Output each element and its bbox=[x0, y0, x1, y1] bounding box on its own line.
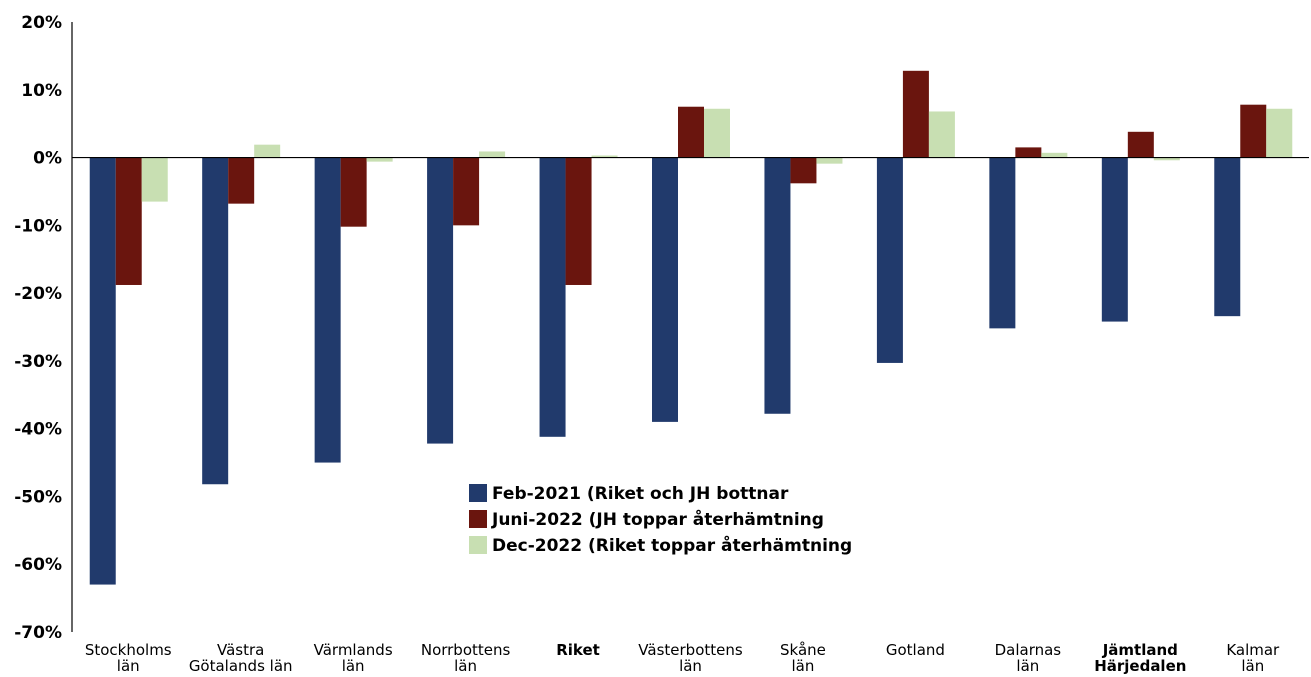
x-category-label: Skåne län bbox=[780, 641, 826, 675]
x-category-label: Stockholms län bbox=[85, 641, 172, 675]
x-category-label: Riket bbox=[556, 641, 600, 659]
x-category-label: Kalmar län bbox=[1226, 641, 1280, 675]
legend-label: Feb-2021 (Riket och JH bottnar bbox=[492, 484, 789, 504]
bar bbox=[764, 157, 791, 414]
bar bbox=[202, 157, 229, 485]
x-category-label: Gotland bbox=[886, 641, 945, 659]
bar bbox=[228, 157, 255, 204]
bar bbox=[115, 157, 142, 285]
y-tick-label: 0% bbox=[33, 149, 62, 169]
bar bbox=[1101, 157, 1128, 322]
bar bbox=[704, 108, 730, 158]
x-axis-labels: Stockholms län Västra Götalands län Värmland… bbox=[85, 641, 1280, 675]
bar bbox=[1214, 157, 1241, 317]
y-tick-label: -50% bbox=[14, 487, 62, 507]
x-category-label: Norrbottens län bbox=[421, 641, 511, 675]
y-tick-label: -10% bbox=[14, 216, 62, 236]
bars bbox=[89, 70, 1293, 585]
bar bbox=[254, 144, 281, 158]
bar bbox=[790, 157, 817, 184]
y-tick-label: -60% bbox=[14, 555, 62, 575]
bar bbox=[876, 157, 903, 363]
y-tick-label: -20% bbox=[14, 284, 62, 304]
y-tick-label: 20% bbox=[21, 13, 62, 33]
legend: Feb-2021 (Riket och JH bottnar Juni-2022 … bbox=[469, 484, 852, 556]
bar bbox=[902, 70, 929, 158]
bar bbox=[366, 157, 393, 162]
legend-swatch bbox=[469, 510, 487, 528]
bar bbox=[1240, 104, 1267, 158]
bar bbox=[1041, 152, 1068, 158]
legend-swatch bbox=[469, 484, 487, 502]
bar bbox=[989, 157, 1016, 329]
bar bbox=[539, 157, 566, 437]
bar bbox=[89, 157, 116, 585]
x-category-label: Värmlands län bbox=[314, 641, 393, 675]
bar bbox=[1153, 157, 1180, 161]
y-tick-label: -30% bbox=[14, 352, 62, 372]
bar bbox=[340, 157, 367, 227]
bar bbox=[453, 157, 480, 226]
bar bbox=[1266, 108, 1293, 158]
y-tick-label: -70% bbox=[14, 623, 62, 643]
legend-label: Dec-2022 (Riket toppar återhämtning bbox=[492, 534, 852, 556]
x-category-label: Västra Götalands län bbox=[189, 641, 293, 675]
bar bbox=[565, 157, 592, 285]
legend-label: Juni-2022 (JH toppar återhämtning bbox=[491, 508, 824, 530]
bar bbox=[141, 157, 168, 202]
y-tick-label: -40% bbox=[14, 420, 62, 440]
bar bbox=[928, 111, 955, 158]
bar bbox=[479, 151, 506, 158]
bar bbox=[427, 157, 454, 444]
bar bbox=[1127, 131, 1154, 158]
bar bbox=[816, 157, 843, 164]
legend-swatch bbox=[469, 536, 487, 554]
bar bbox=[314, 157, 341, 463]
x-category-label: Dalarnas län bbox=[995, 641, 1062, 675]
bar bbox=[1015, 147, 1042, 158]
y-axis-ticks: 20% 10% 0% -10% -20% -30% -40% -50% -60% -70% bbox=[14, 13, 62, 643]
x-category-label: Västerbottens län bbox=[638, 641, 743, 675]
bar bbox=[678, 106, 704, 158]
bar bbox=[591, 155, 618, 158]
y-tick-label: 10% bbox=[21, 81, 62, 101]
bar bbox=[652, 157, 678, 422]
x-category-label: Jämtland Härjedalen bbox=[1094, 641, 1186, 675]
